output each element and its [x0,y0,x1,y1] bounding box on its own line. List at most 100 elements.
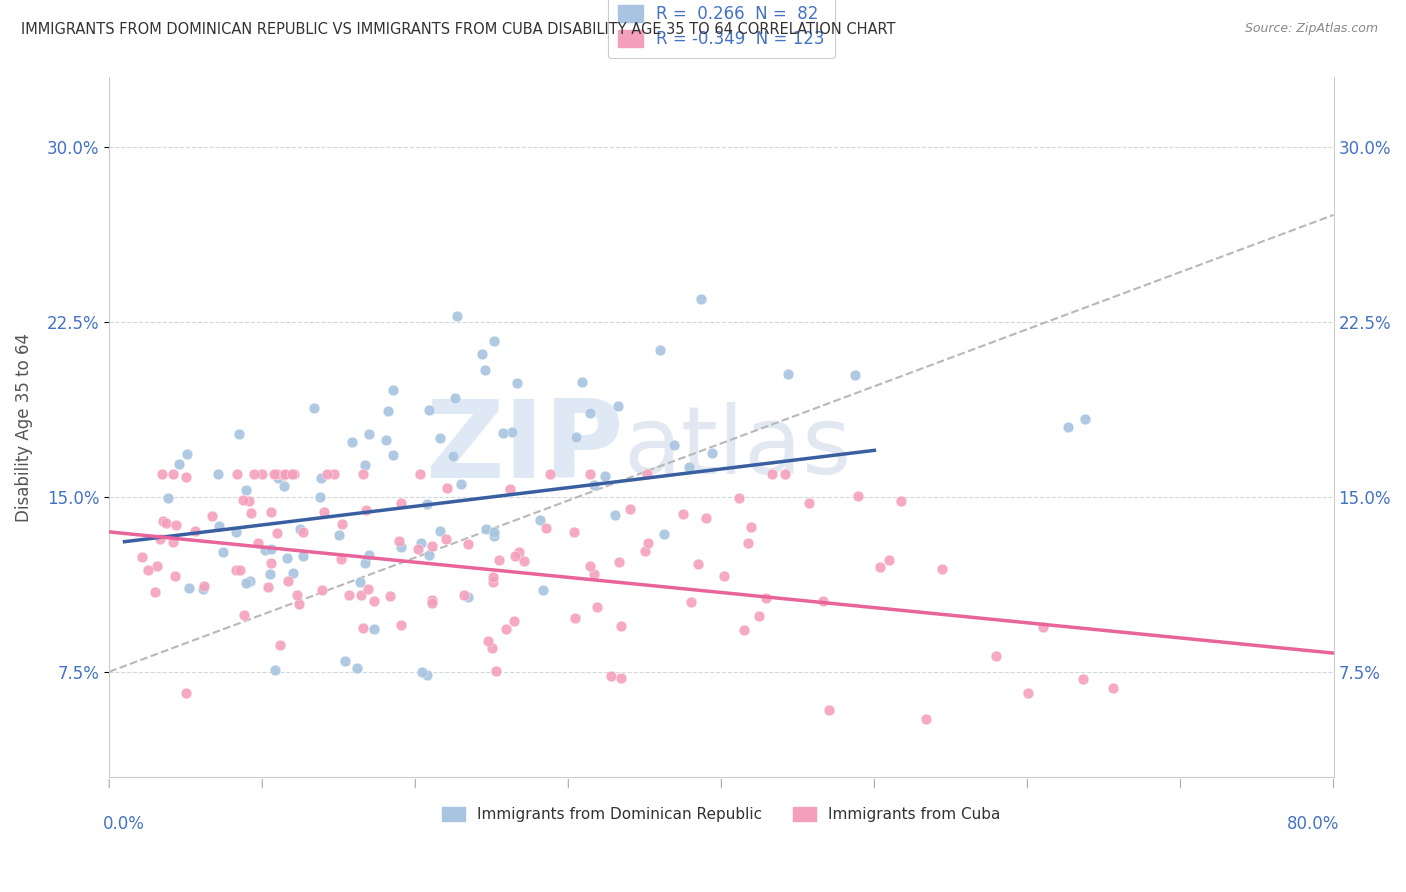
Point [259,567,281,582]
Point [352,467,374,481]
Point [579,467,602,481]
Point [1032,620,1054,634]
Point [408,542,430,557]
Point [488,553,510,567]
Point [607,556,630,570]
Point [382,448,405,462]
Point [235,483,257,497]
Point [233,608,256,623]
Point [607,399,630,413]
Point [502,614,524,628]
Point [314,505,336,519]
Point [582,478,605,492]
Point [869,560,891,574]
Point [229,563,252,577]
Point [235,575,257,590]
Point [702,446,724,460]
Point [755,591,778,605]
Point [357,548,380,562]
Point [508,545,530,559]
Point [162,467,184,481]
Point [457,591,479,605]
Point [482,574,505,589]
Point [844,368,866,383]
Point [273,467,295,481]
Point [238,494,260,508]
Point [485,665,508,679]
Point [176,447,198,461]
Point [713,568,735,582]
Point [409,536,432,550]
Point [177,581,200,595]
Point [619,501,641,516]
Point [354,502,377,516]
Point [149,533,172,547]
Point [890,493,912,508]
Legend: Immigrants from Dominican Republic, Immigrants from Cuba: Immigrants from Dominican Republic, Immi… [436,801,1007,829]
Point [292,525,315,540]
Point [778,367,800,381]
Point [156,491,179,505]
Point [267,471,290,485]
Point [579,406,602,420]
Point [915,712,938,726]
Point [232,493,254,508]
Point [811,593,834,607]
Point [330,552,353,566]
Point [281,566,304,580]
Point [354,458,377,472]
Point [277,574,299,588]
Point [260,506,283,520]
Point [283,467,305,481]
Point [420,593,443,607]
Point [225,563,247,577]
Point [276,551,298,566]
Point [260,556,283,570]
Point [446,309,468,323]
Point [418,402,440,417]
Point [269,638,291,652]
Point [538,467,561,481]
Point [681,595,703,609]
Point [302,401,325,415]
Point [477,634,499,648]
Point [352,622,374,636]
Point [174,470,197,484]
Point [207,467,229,482]
Point [131,549,153,564]
Point [389,540,412,554]
Point [695,511,717,525]
Point [761,467,783,481]
Point [506,376,529,390]
Point [253,542,276,557]
Point [228,426,250,441]
Point [610,619,633,633]
Point [505,549,527,564]
Point [333,654,356,668]
Point [243,467,266,481]
Point [257,580,280,594]
Point [471,347,494,361]
Point [481,641,503,656]
Point [266,467,288,481]
Point [931,562,953,576]
Point [350,589,373,603]
Point [775,467,797,481]
Point [363,622,385,636]
Text: atlas: atlas [623,402,852,494]
Point [481,569,503,583]
Point [273,467,295,482]
Point [143,585,166,599]
Point [225,467,247,481]
Point [292,549,315,563]
Point [1074,412,1097,426]
Point [529,513,551,527]
Point [416,668,439,682]
Point [337,587,360,601]
Point [389,496,412,510]
Point [686,557,709,571]
Point [212,545,235,559]
Point [662,438,685,452]
Point [264,663,287,677]
Point [184,524,207,538]
